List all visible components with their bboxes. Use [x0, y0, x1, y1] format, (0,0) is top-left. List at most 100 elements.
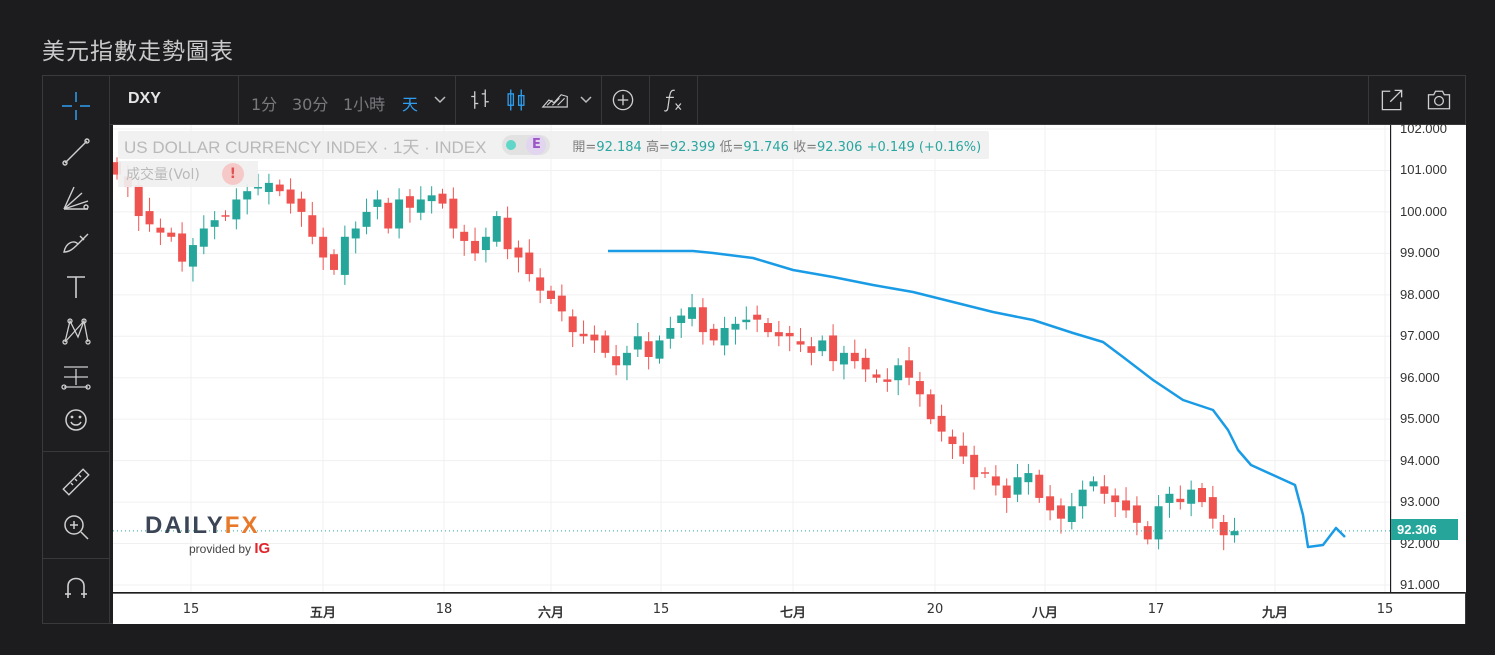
chart-plot-area[interactable]: [113, 125, 1390, 592]
time-tick-label: 六月: [537, 606, 565, 621]
candle-body: [1046, 496, 1055, 511]
timeframe-30m[interactable]: 30分: [292, 95, 329, 114]
time-tick-label: 五月: [309, 606, 337, 621]
symbol-label: DXY: [128, 90, 161, 107]
candle-body: [601, 335, 610, 353]
chevron-down-icon: [580, 96, 592, 104]
price-tick-label: 94.000: [1400, 452, 1440, 468]
candle-body: [427, 195, 436, 202]
indicators-button[interactable]: [657, 84, 689, 116]
candle-body: [492, 216, 501, 242]
candle-body: [481, 236, 490, 251]
candle-body: [818, 340, 827, 352]
compare-button[interactable]: [607, 84, 639, 116]
open-label: 開=: [572, 139, 597, 155]
candle-style-button[interactable]: [500, 84, 532, 116]
volume-label: 成交量(Vol): [126, 167, 200, 183]
candle-body: [1056, 505, 1065, 519]
candle-body: [633, 336, 642, 350]
candle-body: [1024, 473, 1033, 483]
candlestick-chart[interactable]: [113, 125, 1390, 592]
candle-body: [210, 220, 219, 227]
candle-body: [264, 182, 273, 193]
price-axis[interactable]: 102.000 101.000 100.000 99.000 98.000 97.000 9…: [1391, 121, 1466, 592]
fib-tool-button[interactable]: [43, 180, 109, 214]
candle-body: [753, 314, 762, 320]
time-tick-label: 15: [652, 602, 670, 617]
candle-body: [471, 240, 480, 254]
candle-body: [199, 228, 208, 247]
price-tick-label: 99.000: [1400, 245, 1440, 261]
price-tick-label: 100.000: [1400, 203, 1447, 219]
time-tick-label: 18: [435, 602, 453, 617]
candle-body: [688, 307, 697, 319]
trendline-tool-button[interactable]: [43, 135, 109, 169]
top-toolbar: DXY 1分 30分 1小時 天: [110, 76, 1465, 125]
candle-body: [785, 332, 794, 337]
emoji-tool-button[interactable]: [43, 403, 109, 437]
candle-body: [405, 196, 414, 208]
high-label: 高=: [645, 139, 670, 155]
candle-body: [373, 199, 382, 207]
timeframe-1m[interactable]: 1分: [251, 95, 278, 114]
pattern-icon: [62, 318, 91, 345]
add-circle-icon: [612, 89, 634, 111]
magnet-tool-button[interactable]: [43, 571, 109, 605]
timeframe-dropdown-button[interactable]: [429, 84, 451, 116]
dailyfx-logo: DAILYFX provided by IG: [145, 512, 270, 557]
candle-body: [438, 193, 447, 204]
fullscreen-button[interactable]: [1376, 84, 1408, 116]
candle-body: [319, 236, 328, 258]
high-value: 92.399: [669, 139, 716, 155]
candle-body: [243, 191, 252, 200]
candle-body: [351, 228, 360, 239]
price-tick-label: 98.000: [1400, 286, 1440, 302]
screenshot-button[interactable]: [1423, 84, 1455, 116]
zoom-tool-button[interactable]: [43, 510, 109, 544]
timeframe-1h[interactable]: 1小時: [343, 95, 386, 114]
candle-body: [188, 245, 197, 267]
low-value: 91.746: [743, 139, 789, 155]
warning-icon[interactable]: !: [221, 163, 244, 185]
candle-body: [970, 454, 979, 478]
candle-body: [232, 199, 241, 220]
candle-body: [861, 357, 870, 370]
ruler-tool-button[interactable]: [43, 465, 109, 499]
candle-body: [1176, 498, 1185, 503]
bar-style-button[interactable]: [464, 84, 496, 116]
external-open-icon: [1381, 89, 1403, 111]
series-name: US DOLLAR CURRENCY INDEX · 1天 · INDEX: [124, 137, 487, 157]
chevron-down-icon: [434, 96, 446, 104]
candle-body: [807, 346, 816, 353]
text-icon: [67, 276, 85, 298]
candle-body: [709, 328, 718, 341]
candle-body: [1219, 521, 1228, 536]
crosshair-tool-button[interactable]: [43, 89, 109, 123]
symbol-search-button[interactable]: DXY: [110, 76, 239, 124]
candle-body: [1122, 500, 1131, 511]
candle-body: [905, 360, 914, 378]
candle-body: [1100, 486, 1109, 494]
pattern-tool-button[interactable]: [43, 314, 109, 348]
candle-body: [666, 327, 675, 339]
drawing-toolbar: [43, 76, 110, 623]
time-tick-label: 七月: [779, 606, 807, 621]
candle-body: [1154, 506, 1163, 540]
candle-body: [622, 352, 631, 366]
time-axis[interactable]: 15 五月 18 六月 15 七月 20 八月 17 九月 15: [113, 593, 1465, 624]
close-value: 92.306: [816, 139, 863, 155]
provided-by-text: provided by: [189, 542, 255, 556]
candle-body: [449, 198, 458, 229]
timeframe-1d[interactable]: 天: [402, 95, 419, 114]
text-tool-button[interactable]: [43, 270, 109, 304]
measure-tool-button[interactable]: [43, 360, 109, 394]
candle-body: [981, 472, 989, 474]
area-style-button[interactable]: [538, 84, 572, 116]
status-badge[interactable]: E: [502, 135, 551, 155]
time-tick-label: 15: [1376, 602, 1394, 617]
candle-body: [113, 162, 121, 175]
brush-tool-button[interactable]: [43, 225, 109, 259]
candle-body: [254, 187, 263, 189]
chart-type-dropdown-button[interactable]: [575, 84, 597, 116]
candle-body: [1089, 481, 1098, 487]
